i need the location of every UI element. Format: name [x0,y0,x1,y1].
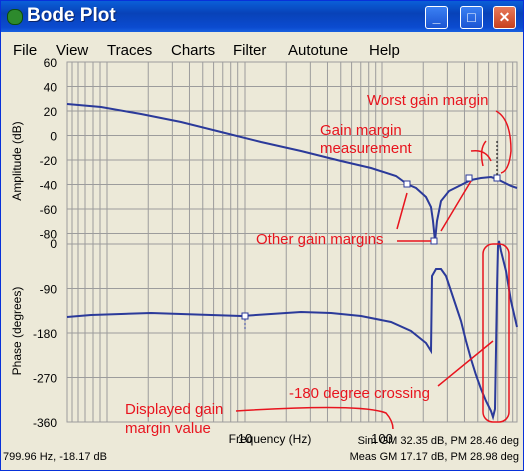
phase-axis-label: Phase (degrees) [10,287,24,376]
gain-margin-measurement-label: Gain margin [320,122,402,139]
other-gain-margins-label: Other gain margins [256,231,384,248]
axis-tick-label: 20 [44,105,58,119]
frequency-tick-label: 100 [371,431,393,446]
crossing-180-label: -180 degree crossing [289,385,430,402]
menu-traces[interactable]: Traces [107,42,153,59]
phase-marker[interactable] [241,312,249,320]
plot-grid [66,61,517,423]
worst-gain-margin-label: Worst gain margin [367,92,488,109]
axis-tick-label: 0 [50,237,57,251]
gain-margin-measurement-label-2: measurement [320,140,413,157]
gain-margin-marker[interactable] [403,180,411,188]
gain-margin-marker[interactable] [493,174,501,182]
axis-tick-label: 60 [44,56,58,70]
menu-filter[interactable]: Filter [233,42,267,59]
gain-margin-marker[interactable] [430,237,438,245]
app-icon [7,9,23,25]
annotation-texts: Worst gain margin Gain margin measuremen… [125,92,488,437]
window-title: Bode Plot [27,5,116,26]
axis-tick-label: -180 [33,327,57,341]
menu-view[interactable]: View [56,42,89,59]
menu-help[interactable]: Help [369,42,400,59]
axis-tick-label: 0 [50,130,57,144]
axis-tick-label: -360 [33,416,57,430]
close-button[interactable]: ✕ [493,6,516,29]
meas-gain-margin: Meas GM 17.17 dB, PM 28.98 deg [349,451,519,463]
cursor-readout: 799.96 Hz, -18.17 dB [3,451,107,463]
axis-tick-label: -90 [40,283,58,297]
annotation-callouts [235,110,512,430]
amplitude-axis-label: Amplitude (dB) [10,121,24,200]
displayed-gain-margin-label-2: margin value [125,420,211,437]
menu-autotune[interactable]: Autotune [288,42,349,59]
frequency-axis-label: Frequency (Hz) [229,432,312,446]
displayed-gain-margin-label: Displayed gain [125,401,223,418]
title-bar[interactable]: Bode Plot _ □ ✕ [1,1,523,32]
axis-tick-label: -20 [40,154,58,168]
axis-tick-label: -80 [40,228,58,242]
frequency-tick-label: 10 [238,431,252,446]
gain-margin-markers [241,141,501,331]
axis-tick-label: 40 [44,81,58,95]
menu-bar: File View Traces Charts Filter Autotune … [1,34,523,59]
minimize-button[interactable]: _ [425,6,448,29]
axis-tick-label: -270 [33,372,57,386]
sim-gain-margin: Sim GM 32.35 dB, PM 28.46 deg [357,435,519,447]
menu-charts[interactable]: Charts [171,42,216,59]
axis-tick-label: -40 [40,179,58,193]
amplitude-trace [66,103,518,242]
gain-margin-marker[interactable] [465,174,473,182]
axis-tick-label: -60 [40,203,58,217]
menu-file[interactable]: File [13,42,38,59]
maximize-button[interactable]: □ [460,6,483,29]
